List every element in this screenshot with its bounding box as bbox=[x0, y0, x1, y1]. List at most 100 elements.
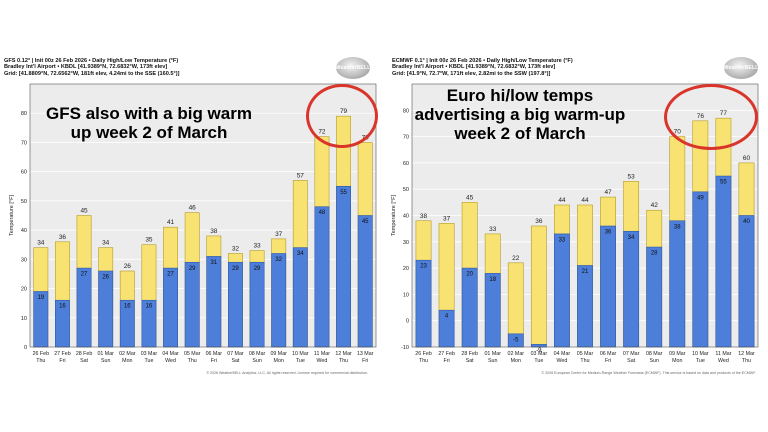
ecmwf-x-tick-day: Tue bbox=[534, 358, 543, 364]
gfs-x-tick-day: Wed bbox=[165, 358, 176, 364]
ecmwf-x-tick-date: 10 Mar bbox=[692, 351, 709, 357]
ecmwf-x-tick-date: 08 Mar bbox=[646, 351, 663, 357]
ecmwf-low-value-label: 21 bbox=[582, 269, 589, 275]
ecmwf-high-value-label: 47 bbox=[604, 189, 612, 196]
ecmwf-low-bar bbox=[738, 215, 755, 348]
ecmwf-high-bar bbox=[530, 225, 547, 348]
weatherbell-logo: WeatherBELL bbox=[336, 57, 370, 79]
ecmwf-high-value-label: 37 bbox=[443, 215, 451, 222]
ecmwf-low-value-label: 23 bbox=[420, 264, 427, 270]
gfs-annotation: GFS also with a big warm up week 2 of Ma… bbox=[46, 104, 252, 142]
weatherbell-logo: WeatherBELL bbox=[724, 57, 758, 79]
ecmwf-x-tick-date: 04 Mar bbox=[554, 351, 571, 357]
ecmwf-low-bar bbox=[600, 225, 616, 348]
ecmwf-y-tick-label: 10 bbox=[403, 292, 409, 298]
ecmwf-low-value-label: 36 bbox=[605, 230, 612, 236]
ecmwf-low-value-label: 38 bbox=[674, 224, 681, 230]
gfs-high-value-label: 37 bbox=[275, 231, 283, 238]
gfs-x-tick-day: Sat bbox=[231, 358, 239, 364]
gfs-low-value-label: 29 bbox=[254, 266, 261, 272]
gfs-low-bar bbox=[292, 247, 308, 348]
gfs-low-value-label: 16 bbox=[59, 304, 66, 310]
ecmwf-x-tick-day: Wed bbox=[557, 358, 568, 364]
gfs-low-bar bbox=[228, 261, 243, 348]
gfs-low-value-label: 19 bbox=[37, 295, 44, 301]
gfs-y-tick-label: 50 bbox=[21, 199, 27, 205]
gfs-low-bar bbox=[336, 185, 351, 348]
gfs-x-tick-day: Wed bbox=[317, 358, 328, 364]
gfs-x-tick-day: Sat bbox=[80, 358, 88, 364]
gfs-x-tick-day: Thu bbox=[188, 358, 197, 364]
ecmwf-x-tick-day: Fri bbox=[444, 358, 450, 364]
ecmwf-x-tick-day: Sun bbox=[488, 358, 497, 364]
gfs-x-tick-date: 12 Mar bbox=[335, 351, 352, 357]
ecmwf-x-tick-date: 26 Feb bbox=[415, 351, 432, 357]
gfs-y-tick-label: 30 bbox=[21, 257, 27, 263]
gfs-high-value-label: 32 bbox=[232, 245, 240, 252]
gfs-high-value-label: 57 bbox=[297, 172, 305, 179]
gfs-x-tick-day: Tue bbox=[296, 358, 305, 364]
ecmwf-low-bar bbox=[715, 175, 732, 348]
ecmwf-chart-panel: ECMWF 0.1° | Init 00z 26 Feb 2026 • Dail… bbox=[388, 54, 764, 378]
gfs-x-tick-day: Sun bbox=[252, 358, 261, 364]
ecmwf-high-value-label: 60 bbox=[743, 155, 751, 162]
ecmwf-y-tick-label: 80 bbox=[403, 108, 409, 114]
ecmwf-y-tick-label: 70 bbox=[403, 135, 409, 141]
ecmwf-low-bar bbox=[554, 233, 570, 348]
gfs-x-tick-day: Thu bbox=[36, 358, 45, 364]
ecmwf-x-tick-day: Sat bbox=[466, 358, 474, 364]
gfs-low-value-label: 29 bbox=[232, 266, 239, 272]
gfs-x-tick-day: Fri bbox=[59, 358, 65, 364]
gfs-high-value-label: 34 bbox=[102, 240, 110, 247]
gfs-y-axis-label: Temperature [°F] bbox=[9, 195, 15, 236]
gfs-chart-panel: GFS 0.12° | Init 00z 26 Feb 2026 • Daily… bbox=[0, 54, 378, 378]
gfs-high-value-label: 46 bbox=[189, 205, 197, 212]
gfs-x-tick-day: Fri bbox=[362, 358, 368, 364]
gfs-low-value-label: 55 bbox=[340, 190, 347, 196]
ecmwf-high-value-label: 45 bbox=[466, 194, 474, 201]
gfs-x-tick-day: Tue bbox=[144, 358, 153, 364]
gfs-low-value-label: 26 bbox=[102, 275, 109, 281]
gfs-highlight-circle bbox=[306, 84, 378, 148]
ecmwf-x-tick-day: Mon bbox=[511, 358, 521, 364]
ecmwf-x-tick-day: Tue bbox=[696, 358, 705, 364]
ecmwf-high-value-label: 33 bbox=[489, 226, 497, 233]
gfs-high-value-label: 36 bbox=[59, 234, 67, 241]
ecmwf-low-bar bbox=[646, 246, 663, 348]
gfs-low-bar bbox=[206, 256, 222, 348]
gfs-x-tick-date: 11 Mar bbox=[314, 351, 330, 357]
ecmwf-low-value-label: 18 bbox=[489, 277, 496, 283]
gfs-x-tick-date: 13 Mar bbox=[357, 351, 374, 357]
gfs-x-tick-date: 28 Feb bbox=[76, 351, 93, 357]
ecmwf-x-tick-day: Sun bbox=[649, 358, 658, 364]
gfs-y-tick-label: 10 bbox=[21, 316, 27, 322]
gfs-y-tick-label: 0 bbox=[24, 345, 27, 351]
ecmwf-low-value-label: 55 bbox=[720, 180, 727, 186]
gfs-high-value-label: 33 bbox=[253, 243, 261, 250]
gfs-high-value-label: 34 bbox=[37, 240, 45, 247]
gfs-x-tick-date: 07 Mar bbox=[227, 351, 244, 357]
gfs-x-tick-day: Sun bbox=[101, 358, 110, 364]
ecmwf-low-value-label: 49 bbox=[697, 195, 704, 201]
ecmwf-x-tick-date: 09 Mar bbox=[669, 351, 686, 357]
gfs-x-tick-date: 03 Mar bbox=[141, 351, 158, 357]
gfs-x-tick-day: Mon bbox=[122, 358, 132, 364]
ecmwf-high-value-label: 44 bbox=[558, 197, 566, 204]
ecmwf-low-bar bbox=[530, 344, 547, 348]
ecmwf-low-value-label: 33 bbox=[559, 237, 566, 243]
gfs-high-value-label: 38 bbox=[210, 228, 218, 235]
ecmwf-low-value-label: 40 bbox=[743, 219, 750, 225]
gfs-y-tick-label: 40 bbox=[21, 228, 27, 234]
ecmwf-y-tick-label: 40 bbox=[403, 214, 409, 220]
ecmwf-x-tick-date: 27 Feb bbox=[438, 351, 455, 357]
gfs-x-tick-date: 08 Mar bbox=[249, 351, 266, 357]
ecmwf-high-value-label: 53 bbox=[628, 173, 636, 180]
ecmwf-y-tick-label: 0 bbox=[406, 319, 409, 325]
gfs-high-value-label: 35 bbox=[145, 237, 153, 244]
gfs-x-tick-date: 05 Mar bbox=[184, 351, 201, 357]
gfs-high-value-label: 45 bbox=[80, 208, 88, 215]
gfs-header-line1: GFS 0.12° | Init 00z 26 Feb 2026 • Daily… bbox=[4, 58, 179, 64]
ecmwf-annotation: Euro hi/low temps advertising a big warm… bbox=[414, 86, 626, 143]
ecmwf-footer: © 2026 European Centre for Medium-Range … bbox=[541, 371, 756, 375]
gfs-x-tick-day: Fri bbox=[211, 358, 217, 364]
